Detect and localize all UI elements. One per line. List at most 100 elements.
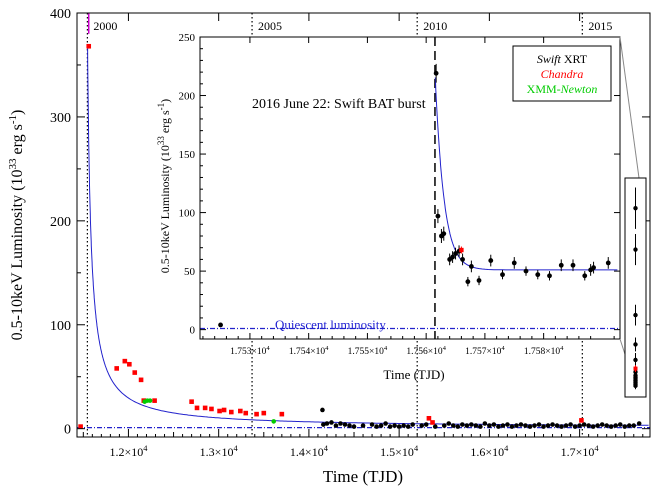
main-y-tick-label: 0 (64, 423, 71, 438)
main-point-swift-xrt (374, 424, 379, 429)
main-point-swift-xrt (613, 423, 619, 428)
main-point-chandra (254, 411, 259, 417)
main-decay-model-curve (87, 44, 649, 426)
inset-point-swift-xrt (450, 254, 455, 260)
main-point-swift-xrt (568, 422, 573, 427)
main-x-tick-label: 1.6×104 (470, 444, 509, 459)
inset-x-tick-label: 1.755×104 (348, 345, 388, 357)
main-point-chandra (138, 377, 144, 383)
main-point-swift-xrt (338, 421, 343, 426)
main-point-swift-xrt (469, 422, 474, 427)
zoom-point-swift-xrt (633, 247, 638, 252)
inset-burst-title: 2016 June 22: Swift BAT burst (252, 97, 426, 112)
main-point-chandra (279, 411, 285, 417)
inset-point-swift-xrt (433, 70, 439, 76)
main-x-tick-label: 1.4×104 (290, 444, 329, 459)
main-point-chandra (221, 407, 227, 413)
inset-point-swift-xrt (476, 278, 482, 283)
zoom-point-swift-xrt (633, 383, 638, 389)
main-point-swift-xrt (518, 422, 524, 427)
main-point-swift-xrt (617, 422, 623, 427)
inset-x-tick-label: 1.757×104 (465, 345, 505, 357)
main-point-swift-xrt (581, 422, 587, 427)
main-point-chandra (114, 366, 120, 371)
inset-point-swift-xrt (468, 264, 474, 269)
inset-x-tick-label: 1.756×104 (406, 345, 446, 357)
main-point-swift-xrt (604, 423, 609, 428)
legend-swift-xrt: Swift XRT (537, 52, 588, 66)
main-point-chandra (579, 418, 584, 423)
main-y-tick-label: 400 (50, 7, 71, 22)
main-point-chandra (238, 408, 243, 414)
main-point-swift-xrt (321, 422, 326, 427)
main-point-chandra (217, 408, 222, 414)
main-point-swift-xrt (383, 421, 388, 426)
main-y-tick-label: 300 (50, 111, 71, 126)
main-point-swift-xrt (320, 407, 325, 413)
main-point-swift-xrt (505, 422, 510, 427)
inset-point-swift-xrt (535, 272, 541, 278)
main-point-swift-xrt (545, 423, 551, 428)
main-point-swift-xrt (636, 421, 642, 426)
inset-plot: 0 50 100 150 200 250 1.753×104 1.754×104 1.755×1… (156, 32, 621, 382)
main-point-chandra (127, 361, 132, 367)
inset-quiescent-label: Quiescent luminosity (275, 317, 386, 332)
main-point-swift-xrt (577, 423, 582, 428)
main-point-swift-xrt (523, 423, 528, 428)
inset-y-tick-label: 150 (179, 149, 196, 161)
inset-x-tick-label: 1.754×104 (289, 345, 329, 357)
main-point-swift-xrt (563, 423, 569, 428)
main-point-swift-xrt (446, 421, 452, 426)
main-point-swift-xrt (464, 423, 470, 428)
inset-y-tick-label: 0 (190, 325, 196, 337)
main-point-swift-xrt (532, 423, 537, 428)
zoom-point-swift-xrt (633, 357, 638, 363)
inset-point-swift-xrt (218, 322, 223, 328)
main-y-axis-label: 0.5-10keV Luminosity (1033 erg s-1) (7, 110, 26, 341)
main-point-swift-xrt (586, 423, 591, 428)
inset-point-swift-xrt (460, 257, 465, 262)
inset-point-swift-xrt (591, 265, 596, 270)
main-point-swift-xrt (590, 424, 596, 429)
main-point-chandra (194, 405, 200, 411)
main-point-swift-xrt (622, 424, 628, 429)
inset-y-tick-label: 50 (184, 266, 196, 278)
main-point-swift-xrt (396, 424, 402, 429)
main-x-tick-label: 1.3×104 (200, 444, 239, 459)
main-point-swift-xrt (360, 423, 366, 428)
legend-box (512, 45, 612, 102)
main-point-swift-xrt (423, 422, 429, 427)
main-point-swift-xrt (478, 424, 483, 429)
main-y-tick-label: 100 (50, 319, 71, 334)
main-point-swift-xrt (599, 422, 605, 427)
main-point-swift-xrt (527, 424, 533, 429)
main-point-swift-xrt (324, 421, 330, 426)
inset-point-swift-xrt (511, 260, 517, 266)
main-point-chandra (202, 405, 208, 411)
main-x-axis-label: Time (TJD) (323, 467, 403, 486)
zoom-point-swift-xrt (633, 205, 638, 211)
main-point-swift-xrt (595, 423, 600, 428)
year-label-2000: 2000 (93, 19, 117, 33)
main-point-swift-xrt (536, 422, 542, 427)
inset-point-swift-xrt (582, 273, 588, 279)
main-point-chandra (122, 358, 128, 364)
main-point-chandra (426, 415, 432, 421)
inset-point-chandra (459, 247, 464, 253)
main-point-swift-xrt (347, 423, 352, 428)
main-point-swift-xrt (392, 423, 397, 428)
main-point-swift-xrt (554, 423, 560, 428)
main-point-swift-xrt (559, 424, 564, 429)
main-point-swift-xrt (410, 422, 415, 427)
main-point-swift-xrt (329, 420, 334, 425)
legend-chandra: Chandra (541, 67, 584, 81)
main-point-swift-xrt (491, 422, 497, 427)
main-point-swift-xrt (460, 422, 465, 427)
main-point-chandra (430, 420, 435, 425)
main-point-swift-xrt (631, 423, 637, 428)
main-point-swift-xrt (378, 423, 384, 428)
main-point-chandra (209, 406, 214, 412)
inset-point-swift-xrt (558, 262, 564, 268)
year-label-2015: 2015 (588, 19, 612, 33)
inset-point-swift-xrt (488, 258, 494, 263)
